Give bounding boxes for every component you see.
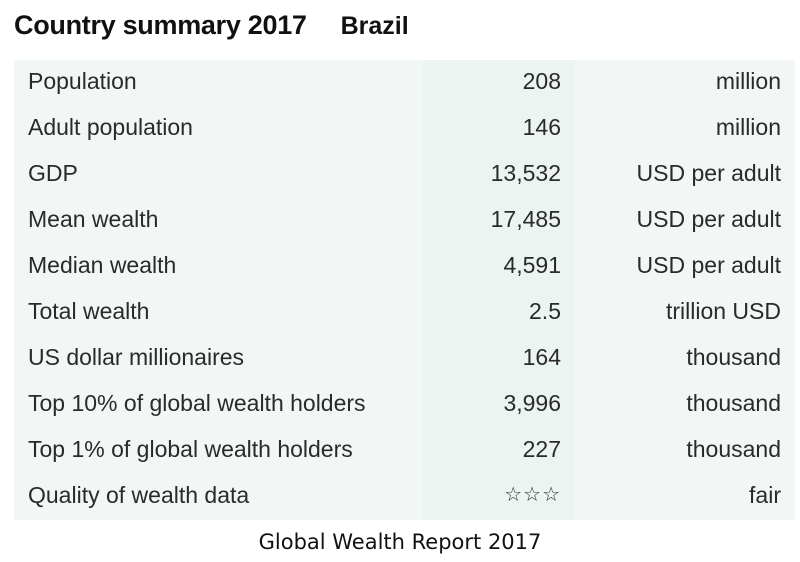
country-name: Brazil: [340, 12, 409, 40]
row-value: 17,485: [490, 206, 561, 232]
row-unit: million: [715, 114, 781, 140]
row-value: 227: [522, 436, 561, 462]
header: Country summary 2017 Brazil: [14, 10, 409, 46]
table-row: US dollar millionaires 164 thousand: [14, 336, 795, 382]
row-unit: USD per adult: [636, 160, 781, 186]
table-row: Median wealth 4,591 USD per adult: [14, 244, 795, 290]
row-unit: USD per adult: [636, 252, 781, 278]
row-unit: thousand: [686, 436, 781, 462]
row-value: 208: [522, 68, 561, 94]
row-unit: fair: [749, 482, 781, 508]
row-label: Top 10% of global wealth holders: [28, 390, 366, 416]
row-label: Adult population: [28, 114, 193, 140]
row-unit: million: [715, 68, 781, 94]
value-column-band: [423, 60, 575, 520]
table-row: Total wealth 2.5 trillion USD: [14, 290, 795, 336]
row-value: 4,591: [503, 252, 561, 278]
table-row: GDP 13,532 USD per adult: [14, 152, 795, 198]
star-rating-icon: ☆☆☆: [504, 484, 561, 506]
table-row: Top 1% of global wealth holders 227 thou…: [14, 428, 795, 474]
row-label: Population: [28, 68, 137, 94]
row-unit: USD per adult: [636, 206, 781, 232]
row-label: Top 1% of global wealth holders: [28, 436, 353, 462]
table-row: Adult population 146 million: [14, 106, 795, 152]
row-value: 13,532: [490, 160, 561, 186]
row-unit: thousand: [686, 344, 781, 370]
page-title: Country summary 2017: [14, 10, 307, 40]
row-value: 2.5: [529, 298, 561, 324]
row-label: Total wealth: [28, 298, 150, 324]
row-label: Quality of wealth data: [28, 482, 250, 508]
row-value: 164: [522, 344, 561, 370]
row-value: 146: [522, 114, 561, 140]
row-label: Mean wealth: [28, 206, 159, 232]
table-row: Mean wealth 17,485 USD per adult: [14, 198, 795, 244]
table-row: Population 208 million: [14, 60, 795, 106]
row-unit: trillion USD: [665, 298, 781, 324]
row-label: GDP: [28, 160, 78, 186]
row-value: 3,996: [503, 390, 561, 416]
summary-table: Population 208 million Adult population …: [14, 60, 795, 520]
row-label: US dollar millionaires: [28, 344, 245, 370]
table-row: Quality of wealth data ☆☆☆ fair: [14, 474, 795, 520]
table-row: Top 10% of global wealth holders 3,996 t…: [14, 382, 795, 428]
source-caption: Global Wealth Report 2017: [258, 530, 542, 554]
summary-rows: Population 208 million Adult population …: [14, 60, 795, 520]
row-unit: thousand: [686, 390, 781, 416]
row-label: Median wealth: [28, 252, 177, 278]
